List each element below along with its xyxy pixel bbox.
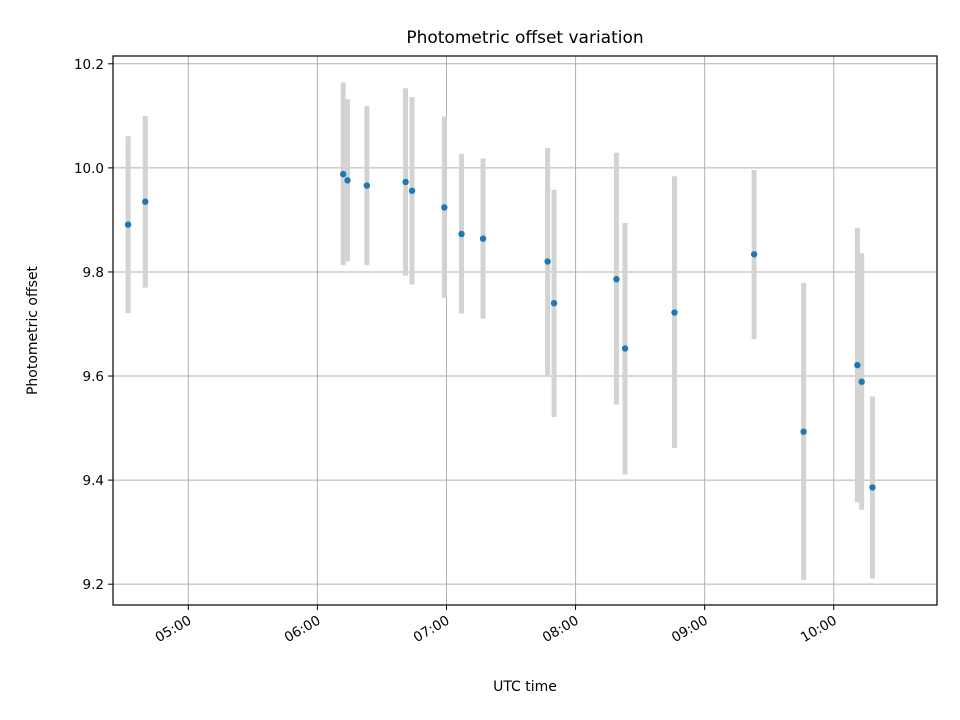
data-point [544,258,551,265]
data-point [800,428,807,435]
y-axis-label: Photometric offset [25,265,41,395]
y-tick-label: 9.8 [83,265,104,281]
data-point [142,198,149,205]
data-point [550,299,558,307]
chart-title: Photometric offset variation [406,28,643,48]
data-point [479,235,487,242]
y-tick-label: 9.2 [83,577,104,593]
y-tick-label: 10.2 [74,57,104,73]
data-point [750,251,758,258]
data-point [613,276,620,283]
y-tick-label: 9.6 [83,369,104,385]
data-point [458,230,465,238]
y-tick-label: 9.4 [83,473,104,489]
y-tick-label: 10.0 [74,161,104,177]
data-point [124,221,132,228]
data-point [671,309,678,316]
x-axis-label: UTC time [493,679,557,695]
data-point [441,204,448,211]
data-point [344,177,351,184]
data-point [858,378,865,385]
data-point [402,178,409,186]
data-points [124,170,876,491]
plot-frame [112,55,938,606]
data-point [621,345,629,352]
data-point [340,170,347,178]
data-point [363,182,371,189]
data-point [408,187,416,194]
data-point [869,484,876,491]
data-point [854,361,861,369]
y-axis: 9.2 9.4 9.6 9.8 10.0 10.2 [74,57,113,593]
